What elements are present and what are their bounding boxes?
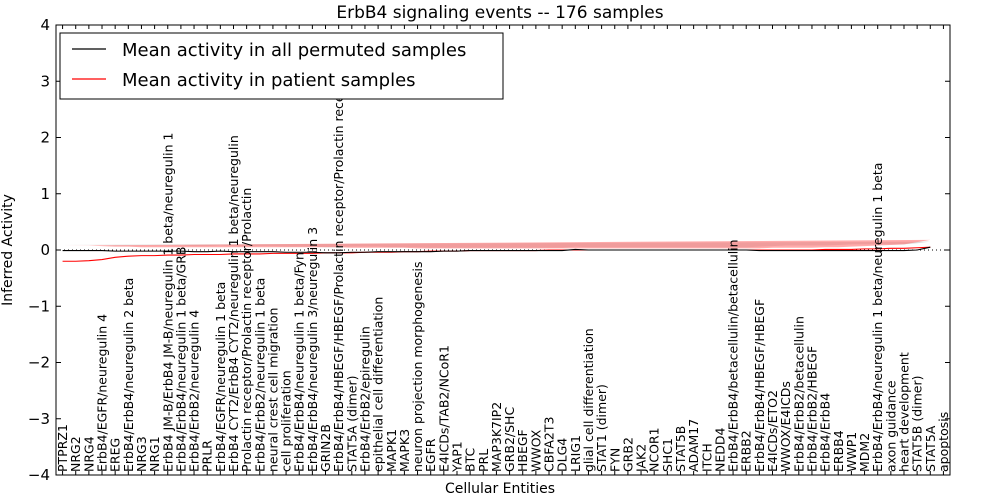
x-tick-label: heart development: [896, 352, 911, 472]
x-tick-label: SHC1: [660, 438, 675, 472]
x-tick-label: ErbB4/ErbB4/neuregulin 2 beta: [121, 278, 136, 472]
x-tick-label: GRIN2B: [318, 424, 333, 472]
x-tick-label: ErbB4/EGFR/neuregulin 4: [95, 314, 110, 472]
x-tick-label: NCOR1: [647, 427, 662, 472]
plot-frame: [55, 24, 951, 476]
series-lines: [62, 246, 931, 262]
x-tick-label: ADAM17: [686, 419, 701, 472]
x-tick-label: ErbB4/ErbB4/neuregulin 1 beta/GRB: [173, 247, 188, 472]
x-tick-label: E4ICDs/ETO2: [765, 390, 780, 472]
x-tick-label: WWOX: [528, 429, 543, 472]
x-tick-label: MAP3K7IP2: [489, 402, 504, 472]
x-tick-label: EREG: [108, 438, 123, 472]
x-tick-label: CBFA2T3: [542, 417, 557, 472]
series-line-permuted: [62, 246, 931, 254]
y-tick-label: 2: [40, 129, 50, 147]
confidence-bands: [62, 239, 931, 249]
legend: Mean activity in all permuted samples Me…: [59, 32, 504, 100]
x-tick-label: ErbB4/ErbB4/neuregulin 1 beta/neuregulin…: [870, 163, 885, 472]
x-tick-label: apoptosis: [936, 412, 951, 472]
x-tick-label: PRLR: [200, 440, 215, 472]
x-tick-label: JAK2: [634, 444, 649, 473]
x-tick-label: EGFR: [423, 438, 438, 472]
x-tick-label: STAT5B (dimer): [910, 376, 925, 472]
chart-title: ErbB4 signaling events -- 176 samples: [336, 3, 663, 23]
x-tick-label: STAT5A (dimer): [344, 376, 359, 472]
x-tick-label: ErbB4/ErbB2/betacellulin: [791, 316, 806, 472]
x-tick-label: ErbB4/ErbB4/HBEGF/HBEGF/Prolactin recept…: [331, 68, 346, 472]
legend-label-permuted: Mean activity in all permuted samples: [122, 40, 466, 61]
legend-label-patient: Mean activity in patient samples: [122, 70, 416, 91]
x-tick-label: cell proliferation: [279, 370, 294, 472]
x-tick-label: NEDD4: [712, 428, 727, 472]
x-tick-label: ErbB4/ErbB4/neuregulin 3/neuregulin 3: [305, 227, 320, 472]
x-tick-label: ErbB4/ErbB2/epiregulin: [357, 326, 372, 472]
x-tick-label: ErbB4/ErbB4/neuregulin 1 beta/Fyn: [292, 252, 307, 472]
x-tick-label: ErbB4/ErbB4: [818, 393, 833, 472]
x-tick-label: NRG2: [68, 436, 83, 472]
x-tick-label: neuron projection morphogenesis: [410, 261, 425, 472]
y-tick-label: 1: [40, 185, 50, 203]
x-tick-label: HBEGF: [515, 429, 530, 472]
legend-box: [59, 32, 504, 100]
x-tick-label: WWOX/E4ICDs: [778, 381, 793, 472]
x-tick-label: ErbB4 JM-B/ErbB4 JM-B/neuregulin 1 beta/…: [160, 133, 175, 472]
x-tick-label: MAPK3: [397, 429, 412, 472]
x-tick-label: ErbB4 CYT2/ErbB4 CYT2/neuregulin 1 beta/…: [226, 135, 241, 472]
x-tick-label: neural crest cell migration: [265, 308, 280, 472]
x-tick-label: STAT5A: [923, 425, 938, 472]
x-tick-label: GRB2: [620, 437, 635, 472]
x-tick-label: ITCH: [699, 443, 714, 472]
y-tick-label: 4: [40, 16, 50, 34]
x-tick-label: ErbB4/EGFR/neuregulin 1 beta: [213, 282, 228, 472]
y-tick-label: 0: [40, 241, 50, 259]
x-tick-label: NRG4: [81, 436, 96, 472]
x-tick-label: ErbB4/ErbB2/neuregulin 4: [187, 310, 202, 472]
x-tick-label: FYN: [607, 448, 622, 472]
x-tick-label: Prolactin receptor/Prolactin receptor/Pr…: [239, 188, 254, 472]
x-tick-label: ERBB2: [739, 430, 754, 472]
x-tick-label: ErbB4/ErbB4/betacellulin/betacellulin: [726, 239, 741, 472]
x-tick-label: YAP1: [449, 441, 464, 473]
y-tick-label: −3: [28, 410, 50, 428]
x-tick-label: MAPK1: [384, 429, 399, 472]
x-tick-label: STAT5B: [673, 426, 688, 472]
y-axis-label: Inferred Activity: [0, 194, 16, 306]
x-tick-label: axon guidance: [883, 380, 898, 472]
y-tick-label: −4: [28, 466, 50, 484]
y-tick-label: 3: [40, 72, 50, 90]
x-tick-label: MDM2: [857, 433, 872, 472]
x-tick-label: BTC: [463, 448, 478, 472]
x-tick-label: E4ICDs/TAB2/NCoR1: [436, 345, 451, 472]
x-tick-label: ErbB4/ErbB4/HBEGF/HBEGF: [752, 299, 767, 472]
x-tick-label: DLG4: [555, 438, 570, 472]
x-tick-label: STAT1 (dimer): [594, 384, 609, 472]
x-tick-label: ERBB4: [831, 430, 846, 472]
x-tick-label: NRG3: [134, 436, 149, 472]
y-tick-label: −1: [28, 297, 50, 315]
x-tick-label: PRL: [476, 449, 491, 472]
y-axis-ticks: −4 −3 −2 −1 0 1 2 3 4: [28, 16, 950, 484]
x-tick-label: WWP1: [844, 432, 859, 472]
band-mean-activity-in-patient-samples: [62, 239, 931, 249]
x-tick-label: ErbB4/ErbB2/HBEGF: [804, 346, 819, 472]
x-tick-label: GRB2/SHC: [502, 407, 517, 472]
x-tick-label: ErbB4/ErbB2/neuregulin 1 beta: [252, 278, 267, 472]
x-tick-label: PTPRZ1: [55, 424, 70, 472]
x-tick-label: epithelial cell differentiation: [371, 297, 386, 472]
x-tick-label: LRIG1: [568, 435, 583, 472]
x-tick-label: glial cell differentiation: [581, 328, 596, 472]
y-tick-label: −2: [28, 354, 50, 372]
x-axis-label: Cellular Entities: [445, 481, 555, 497]
x-tick-label: NRG1: [147, 436, 162, 472]
